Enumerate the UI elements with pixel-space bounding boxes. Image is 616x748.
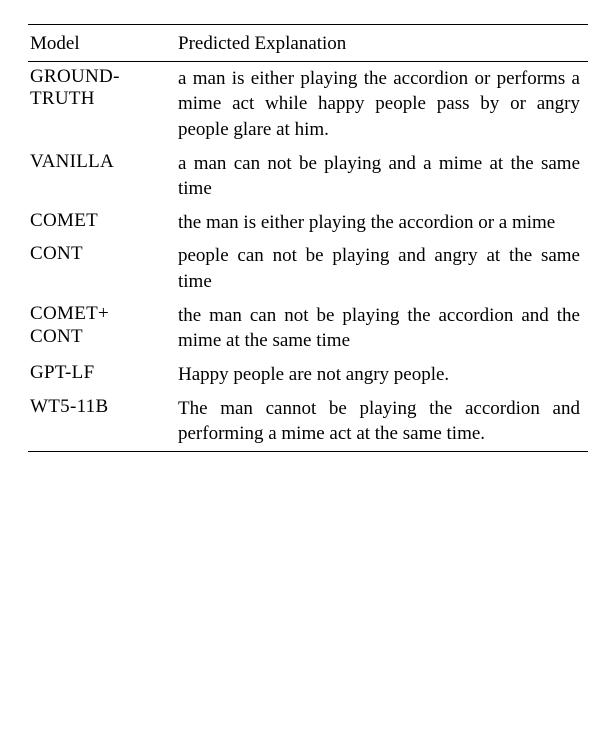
model-line: COMET [30,210,98,231]
model-line: TRUTH [30,88,95,109]
model-name: WT5-11B [28,392,176,452]
model-name: COMET+ CONT [28,299,176,358]
explanation-text: The man cannot be playing the accordion … [176,392,588,452]
model-line: COMET+ [30,303,109,324]
table-row: COMET+ CONT the man can not be playing t… [28,299,588,358]
explanation-text: a man can not be playing and a mime at t… [176,147,588,206]
explanation-text: people can not be playing and angry at t… [176,239,588,298]
explanation-text: Happy people are not angry people. [176,358,588,392]
explanation-text: the man is either playing the accordion … [176,206,588,240]
explanations-table: Model Predicted Explanation GROUND- TRUT… [28,24,588,452]
model-line: CONT [30,326,83,347]
model-line: WT5-11B [30,396,108,417]
table-row: WT5-11B The man cannot be playing the ac… [28,392,588,452]
col-header-model: Model [28,25,176,62]
model-line: GPT-LF [30,362,94,383]
model-line: CONT [30,243,83,264]
model-name: CONT [28,239,176,298]
table-row: COMET the man is either playing the acco… [28,206,588,240]
table-row: GROUND- TRUTH a man is either playing th… [28,61,588,146]
model-name: GROUND- TRUTH [28,61,176,146]
col-header-explanation: Predicted Explanation [176,25,588,62]
explanation-text: a man is either playing the accordion or… [176,61,588,146]
explanation-text: the man can not be playing the accordion… [176,299,588,358]
model-line: GROUND- [30,66,120,87]
model-name: VANILLA [28,147,176,206]
table-row: CONT people can not be playing and angry… [28,239,588,298]
model-name: GPT-LF [28,358,176,392]
table-row: GPT-LF Happy people are not angry people… [28,358,588,392]
table-row: VANILLA a man can not be playing and a m… [28,147,588,206]
model-line: VANILLA [30,151,114,172]
table-header-row: Model Predicted Explanation [28,25,588,62]
model-name: COMET [28,206,176,240]
